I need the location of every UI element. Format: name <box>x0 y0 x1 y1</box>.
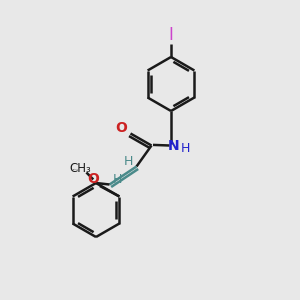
Text: O: O <box>115 121 127 134</box>
Text: H: H <box>113 172 123 186</box>
Text: H: H <box>123 154 133 168</box>
Text: methoxy: methoxy <box>74 169 80 170</box>
Text: CH₃: CH₃ <box>70 161 91 175</box>
Text: N: N <box>168 139 180 152</box>
Text: H: H <box>180 142 190 155</box>
Text: O: O <box>87 172 99 186</box>
Text: I: I <box>169 26 173 44</box>
